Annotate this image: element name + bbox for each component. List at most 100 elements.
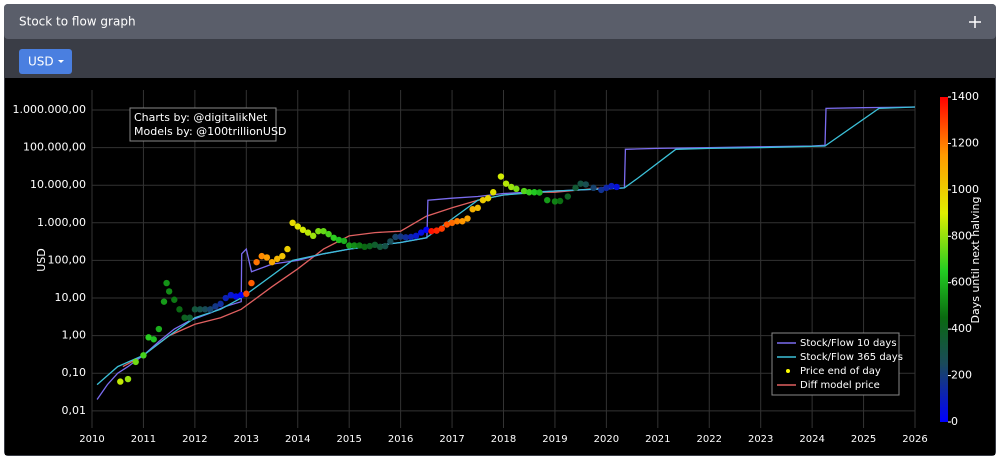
price-point	[433, 227, 440, 234]
price-point	[299, 226, 307, 234]
annotation: Charts by: @digitalikNet	[134, 111, 268, 124]
price-point	[508, 183, 515, 191]
plot: 2010 2011 2012 2013 2014 2015 2016 2017 2018 2019…	[13, 90, 928, 445]
x-tick-label: 2017	[439, 434, 464, 445]
price-point	[351, 242, 358, 249]
price-point	[598, 186, 605, 194]
colorbar	[940, 97, 948, 422]
price-point	[186, 314, 193, 321]
x-tick-label: 2016	[388, 434, 413, 445]
y-tick-label: 100,00	[48, 253, 87, 266]
price-point	[294, 223, 301, 230]
colorbar-tick-label: 600	[951, 276, 972, 289]
price-point	[590, 184, 597, 192]
price-point	[191, 306, 199, 313]
price-point	[556, 197, 564, 205]
price-point	[309, 232, 317, 240]
price-point	[325, 230, 332, 238]
annotation-box	[129, 107, 277, 142]
price-point	[165, 288, 173, 295]
currency-button[interactable]: USD	[19, 49, 72, 74]
price-point	[263, 254, 271, 261]
price-point	[243, 290, 250, 297]
price-point	[502, 180, 510, 187]
price-point	[207, 306, 214, 313]
price-point	[454, 218, 461, 225]
x-tick-label: 2025	[851, 434, 876, 445]
x-tick-label: 2024	[799, 434, 824, 445]
price-point	[124, 375, 132, 383]
price-point	[176, 306, 183, 313]
price-point	[361, 243, 368, 251]
price-point	[284, 245, 291, 253]
legend-label: Diff model price	[800, 380, 880, 391]
price-point	[268, 258, 276, 266]
y-tick-label: 0,10	[62, 366, 87, 379]
x-tick-label: 2022	[697, 434, 722, 445]
button-label: USD	[28, 55, 54, 69]
colorbar-tick-label: 1200	[951, 136, 979, 149]
price-point	[438, 225, 445, 232]
x-tick-label: 2020	[594, 434, 619, 445]
price-point	[258, 252, 265, 260]
price-point	[145, 334, 152, 341]
price-point	[469, 206, 476, 213]
price-point	[443, 221, 451, 228]
y-tick-label: 0,01	[62, 404, 87, 417]
y-tick-label: 100.000,00	[23, 141, 86, 154]
price-point	[356, 242, 363, 249]
price-point	[418, 229, 425, 236]
price-point	[212, 303, 219, 310]
price-point	[320, 227, 327, 235]
colorbar-tick-label: 1400	[951, 90, 979, 103]
price-point	[253, 258, 260, 266]
price-point	[572, 184, 579, 192]
y-tick-label: 10.000,00	[30, 178, 86, 191]
price-point	[603, 184, 610, 192]
price-point	[181, 314, 188, 321]
price-point	[531, 189, 538, 196]
price-point	[428, 227, 435, 235]
x-tick-label: 2011	[131, 434, 156, 445]
price-point	[222, 294, 229, 302]
price-point	[484, 195, 492, 202]
price-point	[536, 189, 543, 196]
price-point	[423, 226, 430, 234]
price-point	[381, 242, 389, 250]
price-point	[217, 300, 224, 308]
y-tick-label: 10,00	[55, 291, 87, 304]
price-point	[273, 255, 281, 263]
price-point	[232, 293, 240, 300]
price-point	[330, 234, 337, 241]
price-point	[387, 238, 394, 245]
price-point	[551, 198, 559, 205]
price-point	[132, 358, 139, 366]
price-point	[520, 187, 528, 195]
legend: Stock/Flow 10 days Stock/Flow 365 days Pri…	[771, 332, 903, 396]
colorbar-tick-label: 1000	[951, 183, 979, 196]
price-point	[464, 215, 471, 222]
price-point	[513, 185, 520, 193]
legend-label: Stock/Flow 365 days	[800, 352, 903, 363]
price-point	[544, 196, 551, 204]
x-tick-label: 2023	[748, 434, 773, 445]
y-axis-title: USD	[35, 248, 48, 272]
x-tick-label: 2014	[285, 434, 310, 445]
price-point	[474, 204, 481, 212]
x-tick-label: 2015	[336, 434, 361, 445]
price-point	[140, 352, 147, 359]
colorbar-title: Days until next halving	[969, 197, 982, 324]
y-tick-label: 1,00	[62, 329, 87, 342]
price-point	[345, 242, 353, 249]
colorbar-tick-label: 400	[951, 322, 972, 335]
legend-label: Price end of day	[800, 366, 881, 377]
price-point	[171, 296, 178, 303]
x-tick-label: 2018	[491, 434, 516, 445]
price-point	[117, 378, 124, 385]
colorbar-tick-label: 200	[951, 369, 972, 382]
panel-header	[4, 4, 996, 39]
move-icon[interactable]	[969, 16, 981, 28]
price-point	[397, 233, 404, 240]
series-line	[96, 106, 916, 386]
